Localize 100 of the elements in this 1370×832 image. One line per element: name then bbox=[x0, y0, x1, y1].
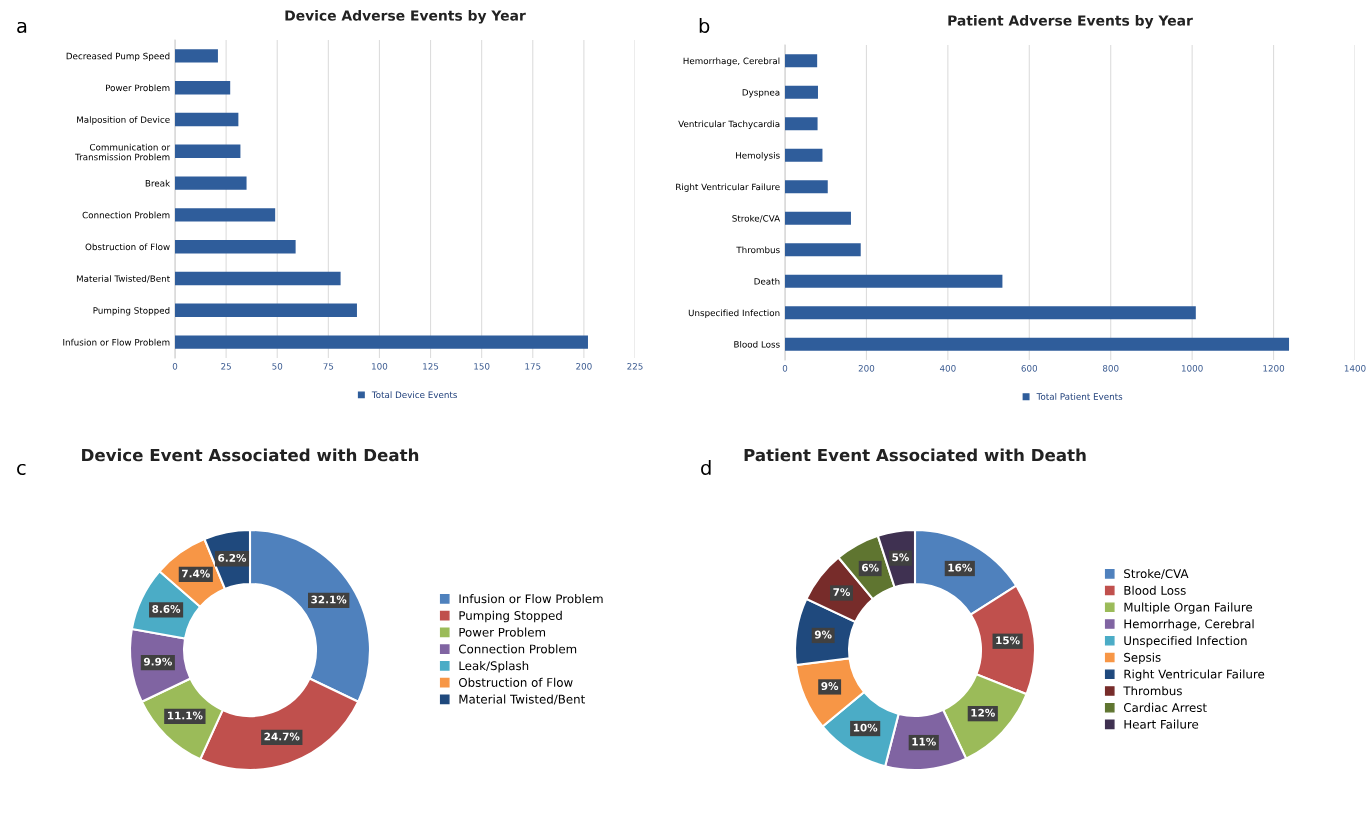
data-label: 5% bbox=[892, 553, 909, 562]
chart-title: Device Adverse Events by Year bbox=[285, 10, 526, 24]
y-tick-label: Ventricular Tachycardia bbox=[678, 120, 780, 129]
data-label: 6% bbox=[862, 563, 879, 572]
chart-title: Device Event Associated with Death bbox=[82, 448, 419, 462]
bar bbox=[175, 144, 241, 158]
y-tick-label: Malposition of Device bbox=[77, 116, 170, 125]
chart-title: Patient Adverse Events by Year bbox=[948, 15, 1193, 29]
y-tick-label: Communication or Transmission Problem bbox=[75, 143, 171, 161]
bar bbox=[175, 176, 247, 190]
data-label: 9% bbox=[814, 630, 832, 639]
data-label: 9% bbox=[821, 682, 839, 690]
legend-label: Thrombus bbox=[1123, 686, 1182, 696]
text: d bbox=[701, 460, 711, 476]
bar bbox=[175, 303, 357, 317]
x-tick-label: 125 bbox=[423, 363, 439, 370]
bar bbox=[785, 54, 818, 68]
y-tick-label: Right Ventricular Failure bbox=[676, 183, 780, 192]
y-tick-label: Break bbox=[145, 179, 171, 187]
x-tick-label: 225 bbox=[627, 363, 643, 370]
y-tick-label: Decreased Pump Speed bbox=[66, 52, 170, 62]
y-tick-label: Material Twisted/Bent bbox=[76, 275, 170, 283]
bar bbox=[785, 148, 823, 162]
y-tick-label: Blood Loss bbox=[734, 340, 780, 348]
y-tick-label: Stroke/CVA bbox=[732, 214, 781, 223]
x-tick-label: 1400 bbox=[1344, 365, 1366, 372]
data-label: 11.1% bbox=[167, 711, 203, 720]
y-tick-label: Dyspnea bbox=[742, 89, 780, 98]
y-tick-label: Infusion or Flow Problem bbox=[63, 338, 170, 346]
legend-label: Leak/Splash bbox=[459, 661, 529, 673]
bar bbox=[175, 49, 218, 63]
y-tick-label: Unspecified Infection bbox=[688, 309, 780, 318]
y-tick-label: Obstruction of Flow bbox=[85, 243, 170, 251]
x-tick-label: 75 bbox=[323, 363, 334, 370]
legend-label: Hemorrhage, Cerebral bbox=[1124, 619, 1254, 631]
x-tick-label: 200 bbox=[858, 365, 875, 372]
x-tick-label: 1200 bbox=[1263, 365, 1285, 372]
data-label: 32.1% bbox=[311, 595, 347, 604]
text: a bbox=[17, 21, 27, 34]
x-tick-label: 25 bbox=[221, 363, 231, 370]
data-label: 6.2% bbox=[218, 553, 247, 562]
bar bbox=[785, 85, 818, 99]
legend-label: Blood Loss bbox=[1124, 585, 1186, 595]
x-tick-label: 100 bbox=[372, 363, 388, 370]
data-label: 7.4% bbox=[182, 569, 210, 578]
bar bbox=[785, 243, 861, 257]
legend-label: Right Ventricular Failure bbox=[1124, 669, 1265, 681]
bar bbox=[785, 306, 1196, 320]
data-label: 16% bbox=[948, 563, 972, 572]
x-tick-label: 0 bbox=[172, 363, 178, 370]
legend-label: Obstruction of Flow bbox=[459, 677, 573, 687]
bar bbox=[175, 271, 341, 286]
bar bbox=[785, 180, 828, 194]
legend-label: Stroke/CVA bbox=[1124, 568, 1189, 580]
legend-label: Total Patient Events bbox=[1036, 393, 1123, 400]
text: b bbox=[699, 18, 710, 34]
legend-label: Sepsis bbox=[1124, 652, 1161, 665]
x-tick-label: 0 bbox=[782, 365, 788, 372]
x-tick-label: 175 bbox=[525, 363, 541, 370]
legend-label: Power Problem bbox=[459, 627, 546, 637]
text: c bbox=[17, 463, 26, 476]
y-tick-label: Power Problem bbox=[106, 84, 170, 92]
x-tick-label: 1000 bbox=[1181, 365, 1203, 372]
legend-label: Unspecified Infection bbox=[1124, 635, 1247, 648]
bar bbox=[175, 335, 588, 349]
legend-label: Material Twisted/Bent bbox=[459, 694, 585, 705]
data-label: 11% bbox=[912, 737, 936, 746]
y-tick-label: Death bbox=[754, 277, 780, 285]
legend-label: Multiple Organ Failure bbox=[1124, 602, 1253, 614]
data-label: 15% bbox=[996, 636, 1020, 645]
bar bbox=[175, 208, 276, 222]
data-label: 24.7% bbox=[264, 732, 300, 741]
y-tick-label: Hemorrhage, Cerebral bbox=[683, 57, 780, 66]
bar bbox=[785, 274, 1003, 288]
y-tick-label: Thrombus bbox=[736, 246, 780, 254]
data-label: 7% bbox=[833, 588, 851, 597]
y-tick-label: Pumping Stopped bbox=[93, 306, 170, 316]
x-tick-label: 50 bbox=[272, 363, 283, 370]
bar bbox=[175, 240, 296, 254]
x-tick-label: 600 bbox=[1021, 365, 1038, 372]
legend-label: Pumping Stopped bbox=[459, 610, 562, 623]
legend-label: Total Device Events bbox=[371, 391, 457, 399]
legend-label: Infusion or Flow Problem bbox=[459, 594, 603, 604]
data-label: 8.6% bbox=[152, 605, 181, 613]
legend-label: Cardiac Arrest bbox=[1124, 702, 1207, 713]
x-tick-label: 200 bbox=[576, 363, 592, 370]
data-label: 9.9% bbox=[143, 657, 172, 666]
y-tick-label: Hemolysis bbox=[736, 151, 780, 161]
bar bbox=[785, 211, 851, 225]
chart-title: Patient Event Associated with Death bbox=[744, 448, 1086, 462]
x-tick-label: 400 bbox=[939, 365, 956, 372]
y-tick-label: Connection Problem bbox=[82, 211, 170, 219]
bar bbox=[175, 81, 231, 95]
bar bbox=[785, 117, 818, 131]
x-tick-label: 150 bbox=[474, 363, 490, 370]
data-label: 12% bbox=[971, 708, 995, 717]
x-tick-label: 800 bbox=[1102, 365, 1119, 372]
bar bbox=[785, 337, 1290, 351]
legend-label: Connection Problem bbox=[459, 644, 577, 654]
data-label: 10% bbox=[853, 723, 878, 732]
